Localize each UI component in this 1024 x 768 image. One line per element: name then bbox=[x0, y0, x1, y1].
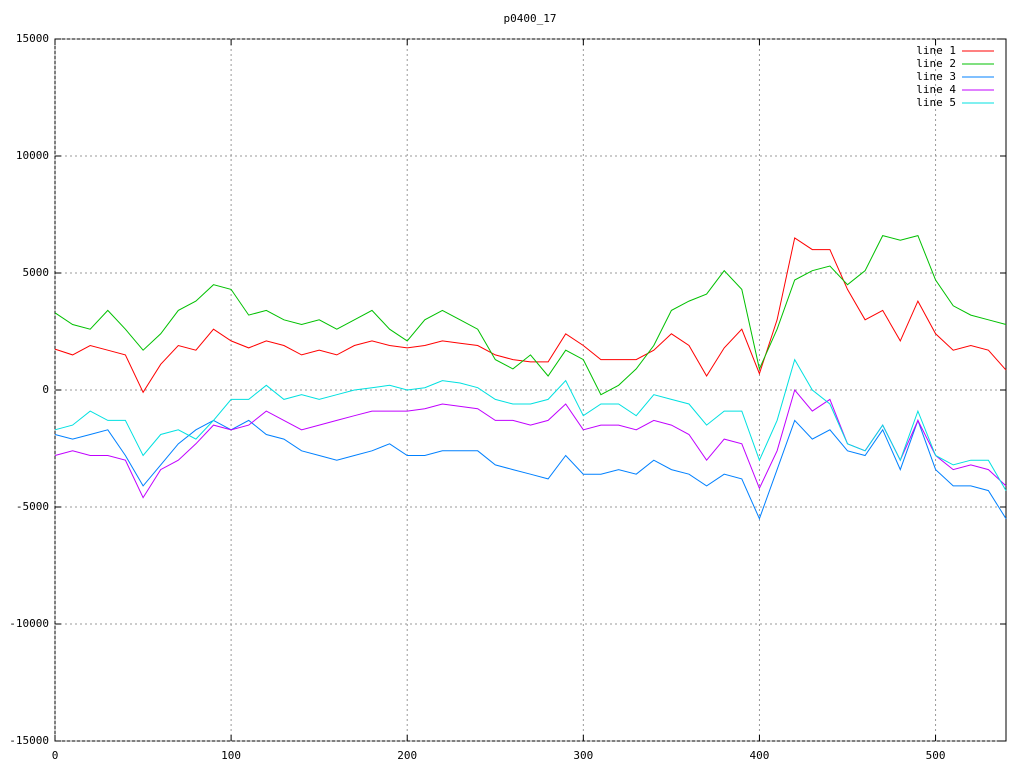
y-tick-label: -10000 bbox=[9, 617, 49, 630]
legend-label: line 5 bbox=[916, 96, 956, 109]
legend-label: line 4 bbox=[916, 83, 956, 96]
x-tick-label: 400 bbox=[750, 749, 770, 762]
x-tick-label: 0 bbox=[52, 749, 59, 762]
series-line bbox=[54, 388, 1007, 499]
series-line bbox=[54, 418, 1007, 521]
chart-title: p0400_17 bbox=[504, 12, 557, 25]
legend-label: line 3 bbox=[916, 70, 956, 83]
legend-label: line 2 bbox=[916, 57, 956, 70]
x-tick-label: 500 bbox=[926, 749, 946, 762]
y-tick-label: 0 bbox=[42, 383, 49, 396]
series-line bbox=[54, 235, 1007, 396]
legend-label: line 1 bbox=[916, 44, 956, 57]
y-tick-label: 10000 bbox=[16, 149, 49, 162]
series-line bbox=[54, 358, 1007, 491]
y-tick-label: 5000 bbox=[23, 266, 50, 279]
x-tick-label: 300 bbox=[573, 749, 593, 762]
x-tick-label: 100 bbox=[221, 749, 241, 762]
y-tick-label: -15000 bbox=[9, 734, 49, 747]
series-line bbox=[54, 237, 1007, 394]
y-tick-label: -5000 bbox=[16, 500, 49, 513]
y-tick-label: 15000 bbox=[16, 32, 49, 45]
x-tick-label: 200 bbox=[397, 749, 417, 762]
